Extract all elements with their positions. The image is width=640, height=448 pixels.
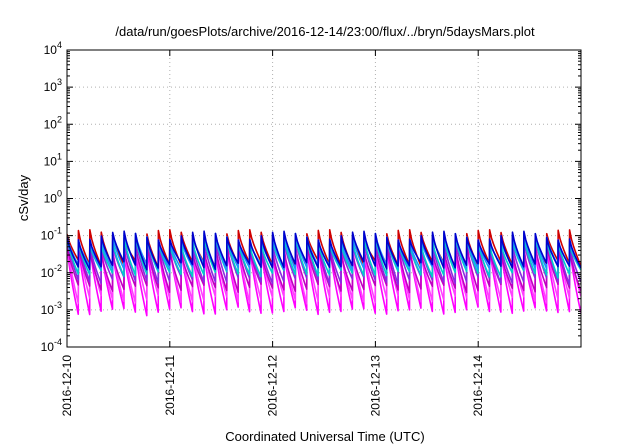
y-tick-label: 10-1 [41,226,62,243]
x-tick-label: 2016-12-12 [266,355,280,417]
x-axis: 2016-12-10 2016-12-11 2016-12-12 2016-12-13… [60,50,485,416]
x-tick-label: 2016-12-14 [471,355,485,417]
y-tick-label: 103 [44,77,62,94]
y-tick-label: 10-2 [41,263,62,280]
y-tick-label: 101 [44,151,62,168]
y-tick-label: 10-4 [41,337,62,354]
y-tick-label: 104 [44,40,62,57]
series-layer [67,228,581,317]
x-tick-label: 2016-12-11 [163,355,177,416]
series-line [67,230,581,271]
y-tick-label: 100 [44,189,62,206]
y-axis: 10-4 10-3 10-2 10-1 100 101 102 103 104 [41,40,581,354]
series-line [67,241,581,317]
x-tick-label: 2016-12-10 [60,355,74,417]
y-tick-label: 102 [44,114,62,131]
x-axis-label: Coordinated Universal Time (UTC) [225,429,424,444]
x-tick-label: 2016-12-13 [368,355,382,417]
series-line [67,243,581,294]
chart-title: /data/run/goesPlots/archive/2016-12-14/2… [115,24,535,39]
series-line [67,238,581,305]
series-line [67,236,581,286]
y-tick-label: 10-3 [41,300,62,317]
y-axis-label: cSv/day [16,174,31,221]
